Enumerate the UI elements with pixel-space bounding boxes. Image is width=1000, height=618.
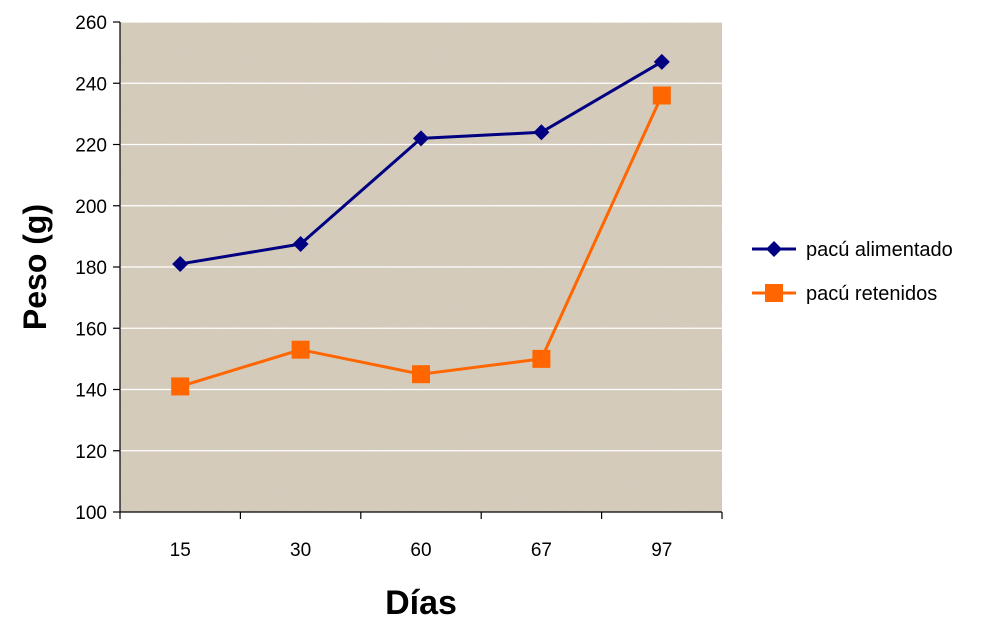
- data-point-pac-retenidos-15: [171, 377, 190, 396]
- x-axis-title: Días: [385, 584, 457, 618]
- y-tick-label-240: 240: [75, 74, 107, 95]
- data-point-pac-alimentado-97: [653, 53, 670, 70]
- data-point-pac-alimentado-30: [292, 236, 309, 253]
- y-tick-label-180: 180: [75, 258, 107, 279]
- x-tick-label-60: 60: [410, 540, 431, 561]
- y-tick-label-100: 100: [75, 503, 107, 524]
- data-point-pac-retenidos-60: [412, 365, 430, 384]
- legend-marker-pac-retenidos: [765, 284, 783, 302]
- y-tick-label-140: 140: [75, 381, 107, 402]
- x-tick-label-97: 97: [651, 540, 672, 561]
- data-point-pac-alimentado-67: [533, 124, 550, 141]
- data-point-pac-retenidos-67: [532, 349, 551, 368]
- x-tick-label-15: 15: [170, 540, 191, 561]
- legend-marker-pac-alimentado: [766, 241, 782, 257]
- y-tick-label-160: 160: [75, 319, 107, 340]
- y-tick-label-120: 120: [75, 442, 107, 463]
- data-point-pac-retenidos-30: [291, 340, 310, 359]
- legend-label-pac-alimentado: pacú alimentado: [806, 239, 953, 261]
- legend-label-pac-retenidos: pacú retenidos: [806, 283, 937, 305]
- x-tick-label-67: 67: [531, 540, 552, 561]
- y-axis-title: Peso (g): [17, 204, 53, 330]
- data-point-pac-alimentado-15: [172, 255, 189, 272]
- data-point-pac-alimentado-60: [413, 130, 429, 147]
- data-point-pac-retenidos-97: [652, 86, 671, 105]
- y-tick-label-220: 220: [75, 136, 107, 157]
- x-tick-label-30: 30: [290, 540, 311, 561]
- y-tick-label-260: 260: [75, 13, 107, 34]
- y-tick-label-200: 200: [75, 197, 107, 218]
